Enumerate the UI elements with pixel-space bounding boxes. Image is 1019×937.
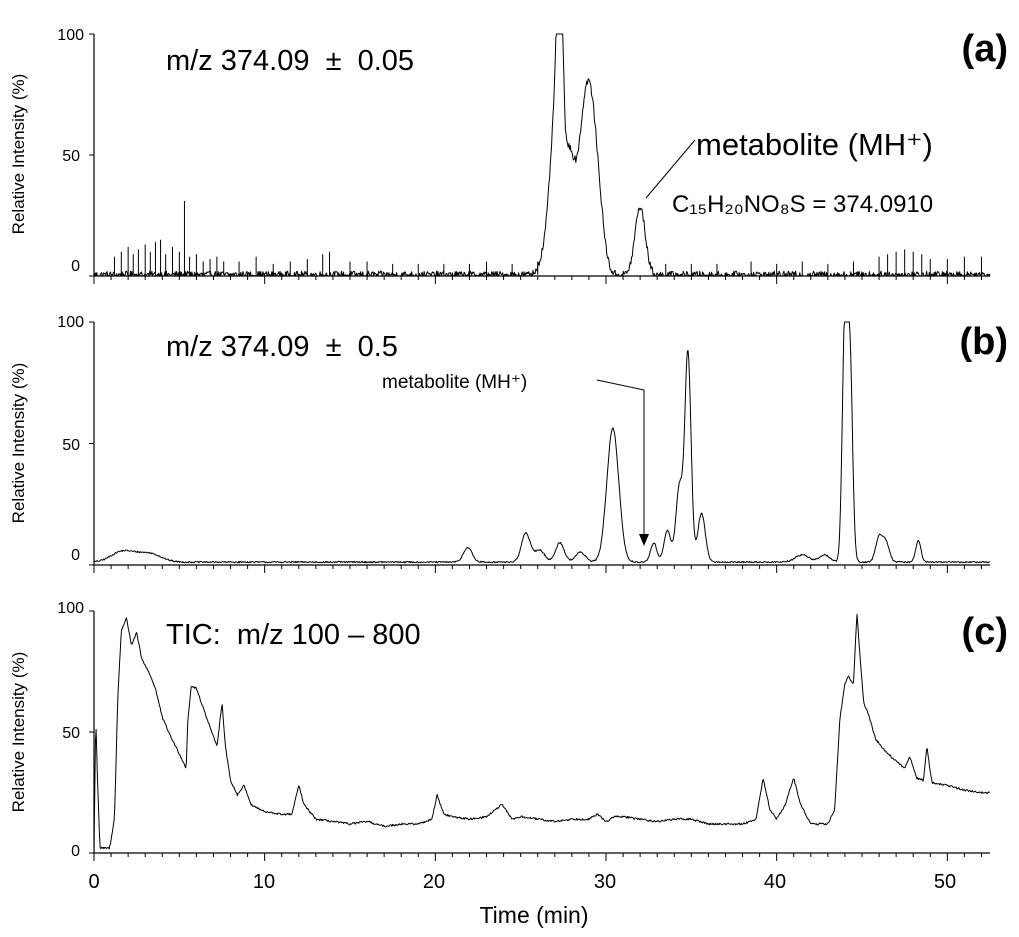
y-tick-100-b: 100 xyxy=(57,314,84,331)
y-tick-0-b: 0 xyxy=(71,547,80,564)
x-tick-label-10: 10 xyxy=(253,871,275,893)
y-axis-label-b: Relative Intensity (%) xyxy=(9,363,28,524)
x-tick-label-20: 20 xyxy=(423,871,445,893)
panel-a: Relative Intensity (%) 100 50 0 m/z 374.… xyxy=(9,27,1008,284)
metabolite-pointer-line-a xyxy=(645,139,696,199)
panel-annotation-b: m/z 374.09 ± 0.5 xyxy=(166,331,398,363)
y-tick-0-a: 0 xyxy=(71,258,80,275)
panel-label-a: (a) xyxy=(962,28,1008,70)
panel-annotation-a: m/z 374.09 ± 0.05 xyxy=(166,45,414,77)
metabolite-arrow-line-b xyxy=(596,379,645,538)
panel-c: Relative Intensity (%) 100 50 0 TIC: m/z… xyxy=(9,600,1008,928)
formula-label-a: C₁₅H₂₀NO₈S = 374.0910 xyxy=(672,191,933,218)
x-axis-label: Time (min) xyxy=(479,902,588,928)
chromatogram-trace-b xyxy=(93,321,991,564)
metabolite-label-b: metabolite (MH⁺) xyxy=(382,372,527,393)
metabolite-label-a: metabolite (MH⁺) xyxy=(696,127,933,162)
x-tick-label-40: 40 xyxy=(764,871,786,893)
y-tick-0-c: 0 xyxy=(71,843,80,860)
y-tick-50-b: 50 xyxy=(62,437,80,454)
x-tick-label-30: 30 xyxy=(594,871,616,893)
x-tick-label-50: 50 xyxy=(934,871,956,893)
panel-label-b: (b) xyxy=(959,321,1008,363)
metabolite-arrow-head-b xyxy=(639,534,649,546)
y-tick-100-c: 100 xyxy=(57,600,84,617)
y-tick-50-a: 50 xyxy=(62,148,80,165)
y-axis-label-a: Relative Intensity (%) xyxy=(9,74,28,235)
y-tick-100-a: 100 xyxy=(57,27,84,44)
panel-label-c: (c) xyxy=(962,611,1008,653)
x-tick-label-0: 0 xyxy=(88,871,99,893)
panel-b: Relative Intensity (%) 100 50 0 m/z 374.… xyxy=(9,314,1008,573)
panel-annotation-c: TIC: m/z 100 – 800 xyxy=(166,619,421,651)
y-axis-label-c: Relative Intensity (%) xyxy=(9,652,28,813)
chromatogram-trace-a xyxy=(93,33,991,277)
y-tick-50-c: 50 xyxy=(62,725,80,742)
chromatogram-trace-c xyxy=(93,613,991,851)
